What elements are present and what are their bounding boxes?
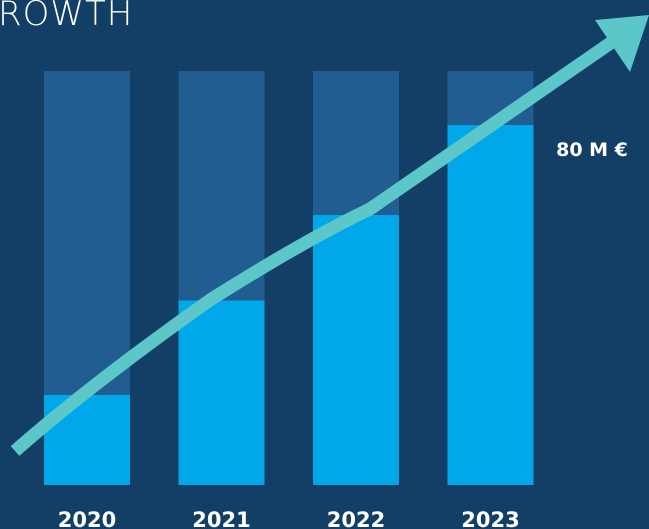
x-tick-label-2020: 2020 (58, 508, 116, 529)
x-tick-label-2022: 2022 (327, 508, 385, 529)
trend-arrow-head (595, 15, 649, 72)
x-tick-label-2023: 2023 (461, 508, 519, 529)
trend-arrow-line (10, 36, 616, 456)
chart-title: ROWTH (0, 0, 134, 34)
bar-2022 (313, 215, 399, 485)
value-annotation-2023: 80 M € (556, 139, 628, 161)
bar-2023 (447, 125, 534, 485)
bar-2021 (178, 300, 265, 485)
x-tick-label-2021: 2021 (192, 508, 250, 529)
